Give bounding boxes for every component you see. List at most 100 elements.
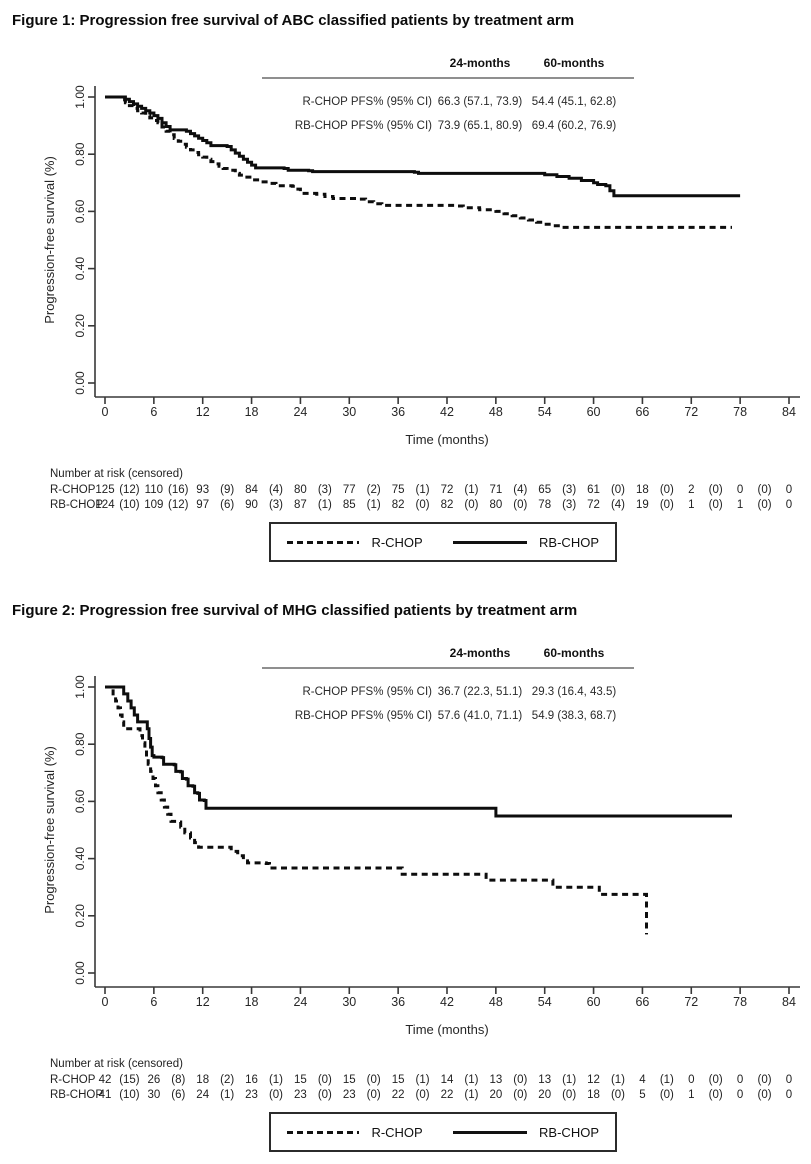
summary-row-rchop: R-CHOP PFS% (95% CI) 66.3 (57.1, 73.9) 5… xyxy=(262,96,634,110)
y-tick-label: 0.80 xyxy=(73,732,87,756)
risk-count: 41 xyxy=(98,1089,112,1101)
risk-censored-count: (0) xyxy=(708,1089,723,1101)
x-tick-label: 54 xyxy=(538,995,552,1009)
x-tick-label: 42 xyxy=(440,995,454,1009)
risk-censored-count: (2) xyxy=(366,484,381,496)
x-tick-label: 12 xyxy=(196,405,210,419)
risk-censored-count: (12) xyxy=(168,499,189,511)
summary-value-24m: 66.3 (57.1, 73.9) xyxy=(437,96,523,108)
y-tick-label: 0.20 xyxy=(73,904,87,928)
dashed-line-sample-icon xyxy=(287,1130,360,1134)
summary-value-60m: 54.4 (45.1, 62.8) xyxy=(531,96,617,108)
risk-count: 61 xyxy=(587,484,600,496)
risk-censored-count: (8) xyxy=(171,1074,186,1086)
risk-censored-count: (0) xyxy=(757,1089,772,1101)
risk-censored-count: (0) xyxy=(415,1089,430,1101)
x-tick-label: 6 xyxy=(150,405,157,419)
x-tick-label: 36 xyxy=(391,405,405,419)
risk-censored-count: (0) xyxy=(366,1089,381,1101)
x-tick-label: 24 xyxy=(293,405,307,419)
risk-count: 125 xyxy=(95,484,115,496)
legend-label-rbchop: RB-CHOP xyxy=(539,534,599,550)
risk-count: 65 xyxy=(538,484,552,496)
risk-count: 1 xyxy=(736,499,744,511)
solid-line-sample-icon xyxy=(452,540,528,544)
risk-count: 78 xyxy=(538,499,552,511)
summary-table: 24-months 60-months R-CHOP PFS% (95% CI)… xyxy=(262,56,634,142)
risk-count: 2 xyxy=(688,484,695,496)
risk-row-cells: 125 (12) 110 (16) 93 (9) 84 (4) 80 (3) 77 (2) 75 (1) 7… xyxy=(0,484,811,498)
x-tick-label: 30 xyxy=(342,995,356,1009)
risk-count: 72 xyxy=(587,499,600,511)
y-tick-label: 1.00 xyxy=(73,85,87,109)
risk-count: 20 xyxy=(538,1089,552,1101)
risk-count: 15 xyxy=(391,1074,405,1086)
risk-count: 84 xyxy=(245,484,258,496)
risk-censored-count: (0) xyxy=(464,499,479,511)
risk-censored-count: (1) xyxy=(464,484,479,496)
summary-value-24m: 36.7 (22.3, 51.1) xyxy=(437,686,523,698)
risk-censored-count: (0) xyxy=(708,1074,723,1086)
km-curve-rb-chop xyxy=(105,95,741,198)
summary-table: 24-months 60-months R-CHOP PFS% (95% CI)… xyxy=(262,646,634,732)
risk-count: 124 xyxy=(95,499,115,511)
risk-censored-count: (0) xyxy=(659,484,674,496)
dashed-line-sample-icon xyxy=(287,540,360,544)
risk-censored-count: (1) xyxy=(415,1074,430,1086)
x-tick-label: 0 xyxy=(102,405,109,419)
x-tick-label: 54 xyxy=(538,405,552,419)
summary-col-header-60m: 60-months xyxy=(543,56,605,70)
summary-value-24m: 73.9 (65.1, 80.9) xyxy=(437,120,523,132)
risk-censored-count: (1) xyxy=(562,1074,577,1086)
x-tick-label: 42 xyxy=(440,405,454,419)
risk-row-rbchop: RB-CHOP 124 (10) 109 (12) 97 (6) 90 (3) 87 (1) 85 (… xyxy=(0,499,811,513)
y-tick-label: 0.80 xyxy=(73,142,87,166)
risk-censored-count: (1) xyxy=(268,1074,284,1086)
y-axis-title: Progression-free survival (%) xyxy=(42,156,57,324)
risk-count: 109 xyxy=(144,499,164,511)
risk-censored-count: (0) xyxy=(659,1089,674,1101)
risk-censored-count: (2) xyxy=(220,1074,235,1086)
legend-label-rchop: R-CHOP xyxy=(371,1124,423,1140)
risk-count: 87 xyxy=(294,499,307,511)
x-tick-label: 24 xyxy=(293,995,307,1009)
risk-censored-count: (6) xyxy=(171,1089,186,1101)
risk-count: 22 xyxy=(440,1089,454,1101)
risk-row-rchop: R-CHOP 42 (15) 26 (8) 18 (2) 16 (1) 15 (0) 15 (0) 15… xyxy=(0,1074,811,1088)
km-plot-canvas: 0.00 0.20 0.40 0.60 0.80 1.00 0 6 12 18 24 30 36 42 48… xyxy=(42,675,800,1037)
risk-censored-count: (0) xyxy=(317,1089,332,1101)
km-curve-r-chop xyxy=(105,95,732,229)
legend: R-CHOP RB-CHOP xyxy=(269,1112,617,1152)
legend: R-CHOP RB-CHOP xyxy=(269,522,617,562)
risk-count: 0 xyxy=(688,1074,695,1086)
figure-2-km-plot-section: Figure 2: Progression free survival of M… xyxy=(0,590,811,1164)
risk-count: 110 xyxy=(144,484,164,496)
risk-row-rbchop: RB-CHOP 41 (10) 30 (6) 24 (1) 23 (0) 23 (0) 23 (0) 2… xyxy=(0,1089,811,1103)
risk-count: 72 xyxy=(440,484,454,496)
x-tick-label: 48 xyxy=(489,405,503,419)
risk-count: 13 xyxy=(489,1074,503,1086)
risk-count: 0 xyxy=(736,1074,744,1086)
risk-count: 18 xyxy=(196,1074,210,1086)
risk-count: 90 xyxy=(245,499,258,511)
risk-censored-count: (0) xyxy=(513,1089,528,1101)
risk-count: 15 xyxy=(342,1074,356,1086)
risk-censored-count: (9) xyxy=(220,484,235,496)
y-tick-label: 1.00 xyxy=(73,675,87,699)
summary-col-header-24m: 24-months xyxy=(449,56,511,70)
risk-count: 12 xyxy=(587,1074,600,1086)
risk-count: 42 xyxy=(98,1074,112,1086)
x-tick-label: 0 xyxy=(102,995,109,1009)
risk-count: 14 xyxy=(440,1074,454,1086)
risk-count: 75 xyxy=(391,484,405,496)
summary-row-label: RB-CHOP PFS% (95% CI) xyxy=(294,710,432,722)
y-tick-label: 0.00 xyxy=(73,961,87,985)
km-curve-r-chop xyxy=(105,685,648,935)
x-tick-label: 78 xyxy=(733,405,747,419)
summary-value-24m: 57.6 (41.0, 71.1) xyxy=(437,710,523,722)
risk-censored-count: (15) xyxy=(119,1074,140,1086)
x-tick-label: 18 xyxy=(245,405,259,419)
risk-censored-count: (1) xyxy=(415,484,430,496)
x-tick-label: 36 xyxy=(391,995,405,1009)
risk-count: 24 xyxy=(196,1089,210,1101)
